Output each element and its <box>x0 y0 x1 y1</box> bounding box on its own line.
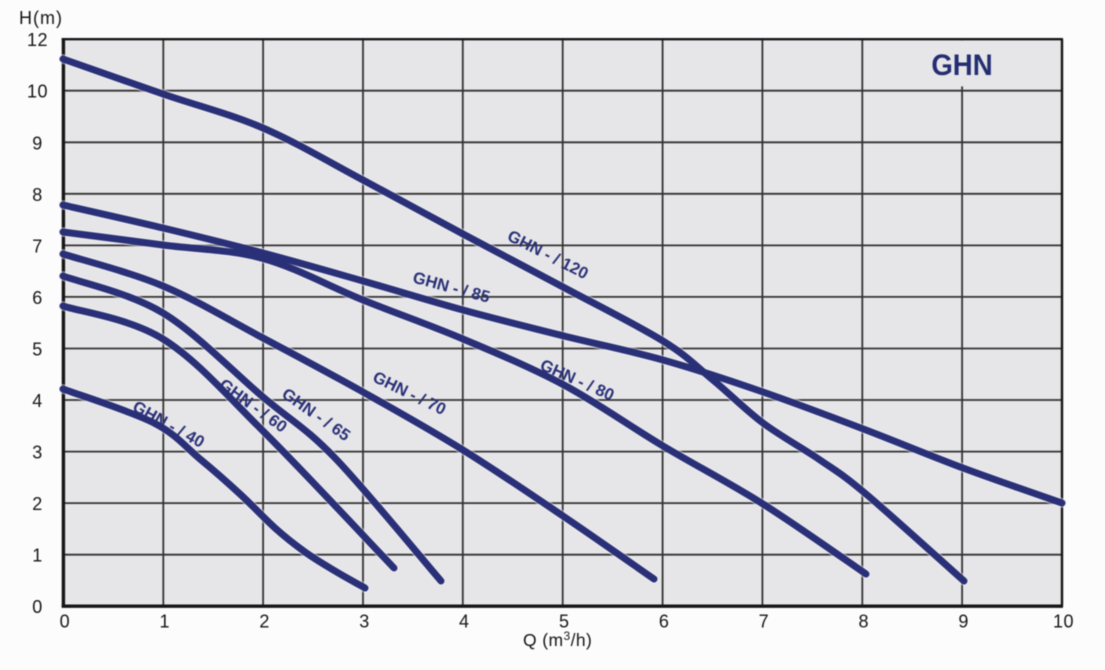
svg-text:12: 12 <box>27 30 48 50</box>
svg-text:0: 0 <box>32 597 43 617</box>
svg-text:4: 4 <box>459 612 470 632</box>
svg-text:2: 2 <box>259 612 270 632</box>
svg-text:2: 2 <box>32 494 43 514</box>
svg-text:H(m): H(m) <box>19 8 63 28</box>
svg-text:5: 5 <box>559 612 570 632</box>
svg-text:5: 5 <box>32 340 43 360</box>
svg-text:7: 7 <box>759 612 770 632</box>
svg-text:3: 3 <box>32 443 43 463</box>
svg-text:10: 10 <box>27 82 48 102</box>
svg-text:3: 3 <box>359 612 370 632</box>
svg-text:Q (m3/h): Q (m3/h) <box>523 629 592 650</box>
svg-text:0: 0 <box>60 612 71 632</box>
svg-text:10: 10 <box>1053 612 1074 632</box>
svg-text:8: 8 <box>859 612 870 632</box>
svg-text:9: 9 <box>32 133 43 153</box>
svg-text:1: 1 <box>32 546 43 566</box>
svg-text:6: 6 <box>659 612 670 632</box>
svg-text:6: 6 <box>32 288 43 308</box>
svg-text:4: 4 <box>32 391 43 411</box>
svg-text:8: 8 <box>32 185 43 205</box>
svg-text:7: 7 <box>32 236 43 256</box>
svg-text:GHN: GHN <box>931 49 992 82</box>
svg-text:1: 1 <box>160 612 171 632</box>
svg-text:9: 9 <box>958 612 969 632</box>
